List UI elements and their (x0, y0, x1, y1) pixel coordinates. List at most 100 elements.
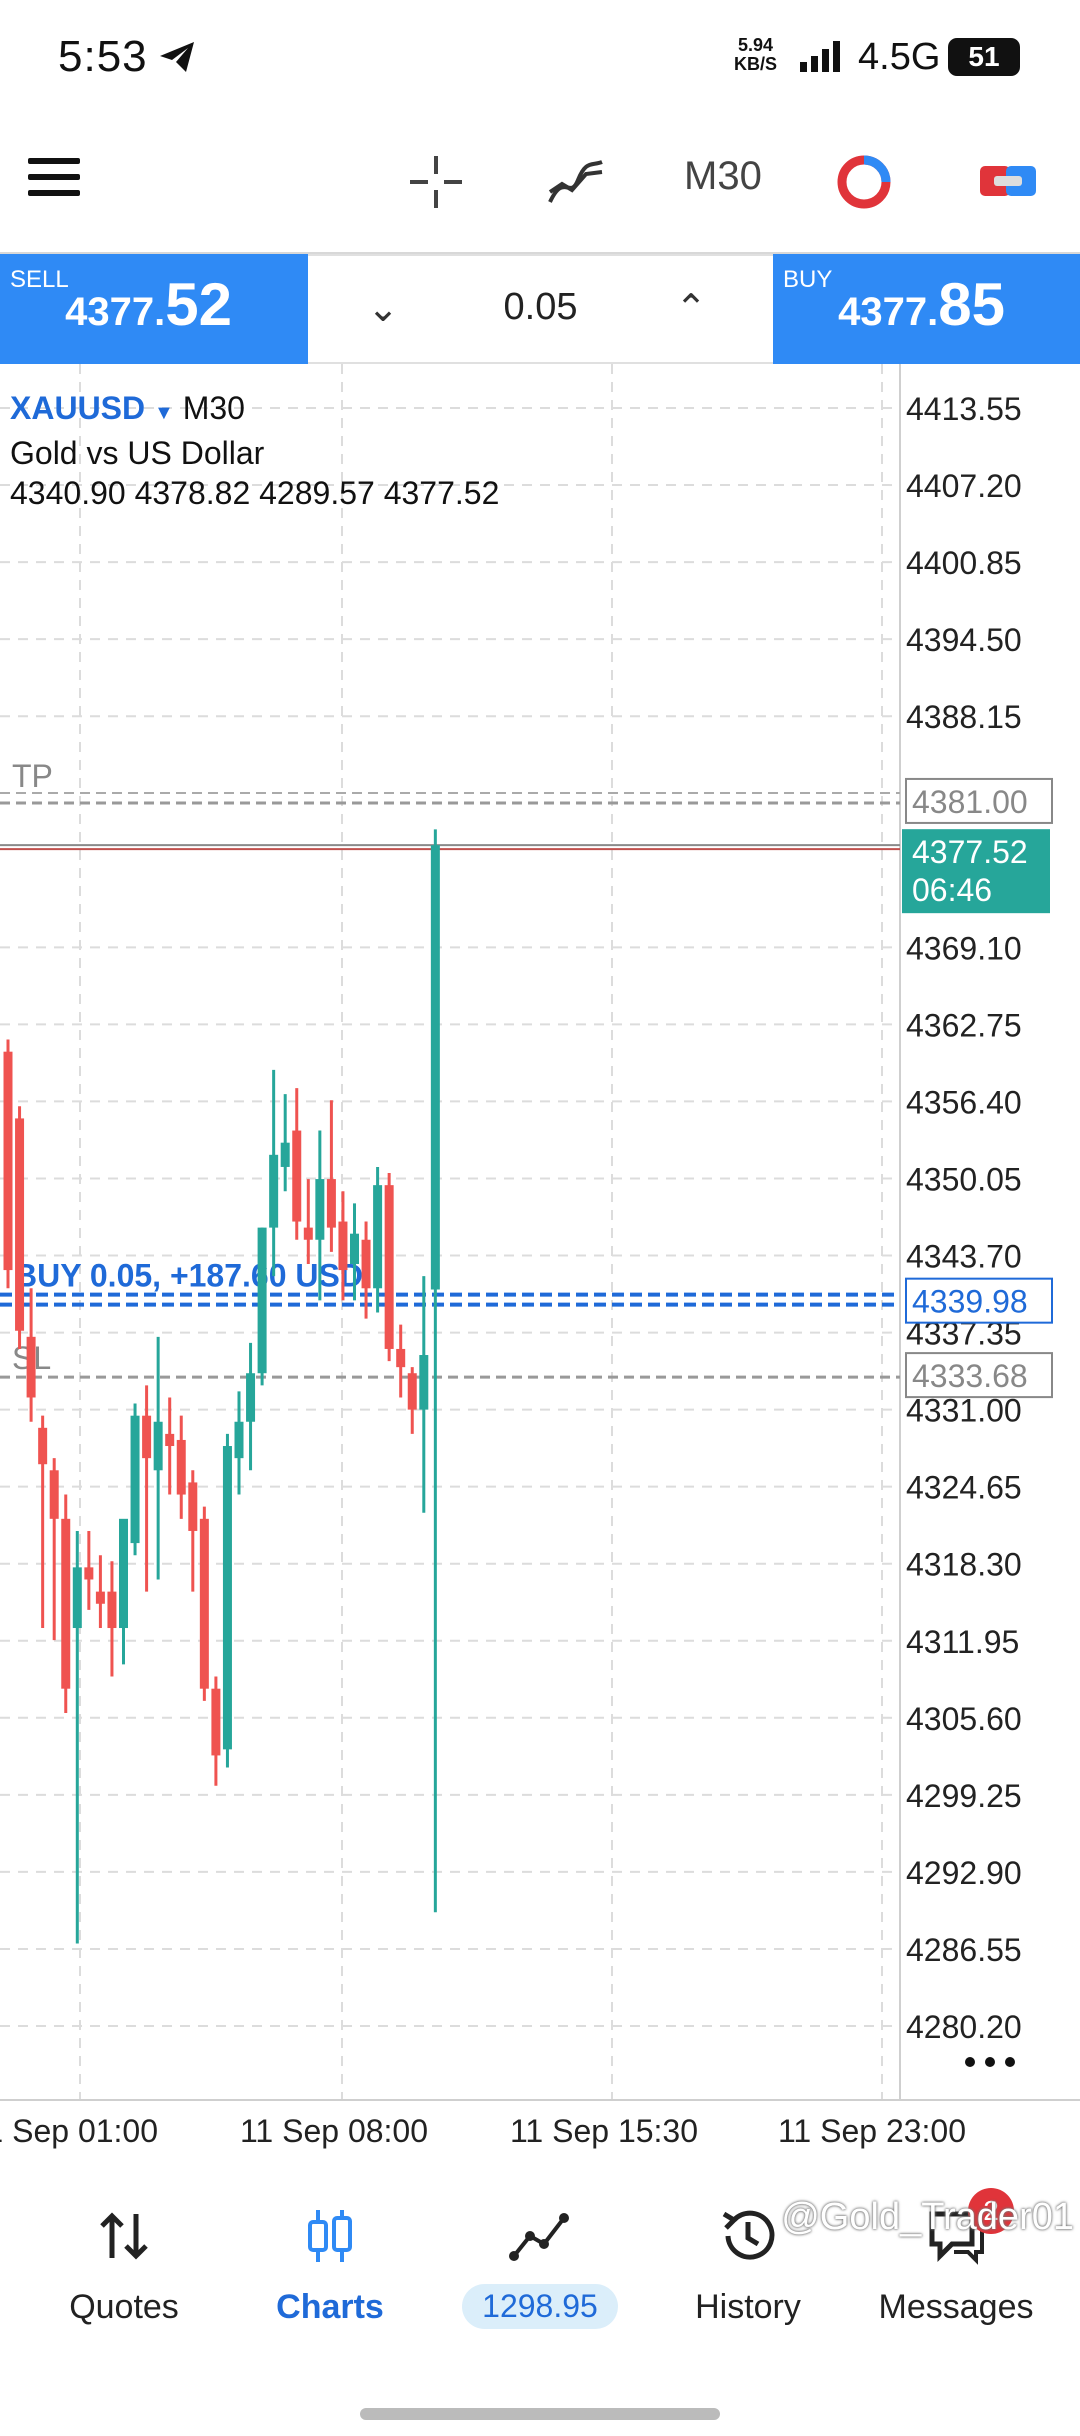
order-label: BUY 0.05, +187.60 USD (14, 1258, 363, 1294)
nav-quotes-label: Quotes (69, 2288, 179, 2326)
candle-body (430, 845, 440, 1290)
candle-body (188, 1482, 198, 1531)
more-icon[interactable] (965, 2057, 975, 2067)
lot-input[interactable]: 0.05 (503, 286, 578, 328)
speed-value: 5.94 (737, 35, 774, 55)
candle-body (142, 1415, 152, 1459)
candle-body (246, 1373, 256, 1422)
y-tick-label: 4292.90 (906, 1855, 1022, 1891)
candle-body (95, 1591, 105, 1604)
speed-unit: KB/S (734, 54, 778, 74)
chart-info: XAUUSD ▼ M30 Gold vs US Dollar 4340.90 4… (10, 388, 499, 513)
watermark: @Gold_Trader01 (781, 2196, 1074, 2238)
y-tick-label: 4318.30 (906, 1547, 1022, 1583)
ohlc-values: 4340.90 4378.82 4289.57 4377.52 (10, 475, 500, 511)
quotes-icon (100, 2212, 148, 2260)
candle-body (396, 1348, 406, 1368)
candle-body (303, 1227, 313, 1240)
candle-countdown: 06:46 (912, 872, 992, 908)
nav-charts[interactable]: Charts (230, 2204, 430, 2327)
y-tick-label: 4362.75 (906, 1007, 1022, 1043)
nav-quotes[interactable]: Quotes (24, 2204, 224, 2327)
symbol-description: Gold vs US Dollar (10, 435, 265, 471)
y-tick-label: 4350.05 (906, 1161, 1022, 1197)
crosshair-icon[interactable] (406, 152, 466, 212)
home-indicator[interactable] (360, 2408, 720, 2420)
candle-body (153, 1421, 163, 1471)
more-icon[interactable] (1005, 2057, 1015, 2067)
candle-body (72, 1567, 82, 1629)
telegram-icon (160, 42, 194, 72)
candle-body (361, 1239, 371, 1289)
candle-body (326, 1179, 336, 1228)
tp-label: TP (12, 758, 53, 794)
symbol-name[interactable]: XAUUSD (10, 390, 146, 426)
y-tick-label: 4400.85 (906, 545, 1022, 581)
symbol-dropdown-icon[interactable]: ▼ (154, 402, 174, 424)
charts-icon (308, 2210, 352, 2262)
trade-icon[interactable] (834, 152, 894, 212)
y-tick-label: 4369.10 (906, 930, 1022, 966)
signal-icon (800, 41, 840, 72)
candle-body (199, 1518, 209, 1689)
y-tick-label: 4407.20 (906, 468, 1022, 504)
multi-window-icon[interactable] (978, 152, 1038, 212)
nav-history-label: History (695, 2288, 801, 2326)
x-tick-label: 11 Sep 01:00 (0, 2113, 158, 2149)
candle-body (350, 1233, 359, 1265)
candle-body (3, 1051, 13, 1271)
balance-pill: 1298.95 (462, 2284, 618, 2329)
buy-price: 4377.85 (838, 271, 1005, 338)
candle-body (84, 1567, 94, 1580)
lot-increase-button[interactable]: ⌃ (675, 288, 707, 330)
y-tick-label: 4299.25 (906, 1778, 1022, 1814)
nav-history[interactable]: History (648, 2204, 848, 2327)
nav-trade[interactable]: 1298.95 (440, 2204, 640, 2329)
sl-price: 4333.68 (912, 1358, 1028, 1394)
network-speed: 5.94 KB/S (734, 36, 777, 74)
network-type: 4.5G (858, 36, 941, 78)
trade-chart-icon (509, 2213, 569, 2261)
candle-body (234, 1421, 244, 1459)
chart-timeframe: M30 (182, 390, 245, 426)
candle-body (165, 1433, 175, 1447)
sell-label: SELL (10, 266, 69, 293)
y-tick-label: 4394.50 (906, 622, 1022, 658)
y-tick-label: 4311.95 (906, 1624, 1019, 1660)
candle-body (211, 1688, 221, 1756)
sell-button[interactable]: SELL 4377.52 (0, 254, 308, 364)
candle-body (38, 1427, 48, 1465)
tp-price: 4381.00 (912, 784, 1028, 820)
candle-body (407, 1373, 417, 1410)
candle-body (119, 1518, 128, 1629)
history-icon (722, 2210, 775, 2260)
bottom-navigation: Quotes Charts 1298.95 History 2 (0, 2164, 1080, 2436)
status-bar: 5:53 5.94 KB/S 4.5G 51 (0, 0, 1080, 118)
x-tick-label: 11 Sep 15:30 (510, 2113, 698, 2149)
lot-decrease-button[interactable]: ⌄ (367, 288, 399, 330)
y-tick-label: 4413.55 (906, 391, 1022, 427)
status-time: 5:53 (58, 32, 148, 81)
candle-body (61, 1518, 71, 1689)
candle-body (280, 1142, 290, 1167)
price-chart[interactable]: 4413.55 4407.20 4400.85 4394.50 4388.15 4369.… (0, 364, 1080, 2164)
y-tick-label: 4324.65 (906, 1470, 1022, 1506)
indicators-icon[interactable] (546, 152, 606, 212)
tp-price-box (905, 777, 1053, 824)
timeframe-button[interactable]: M30 (684, 154, 762, 198)
y-tick-label: 4331.00 (906, 1393, 1022, 1429)
nav-messages-label: Messages (878, 2288, 1034, 2326)
y-tick-label: 4356.40 (906, 1084, 1022, 1120)
sell-price: 4377.52 (65, 271, 232, 338)
y-tick-label: 4388.15 (906, 699, 1022, 735)
buy-button[interactable]: BUY 4377.85 (773, 254, 1080, 364)
nav-messages[interactable]: 2 Messages (856, 2188, 1056, 2327)
candle-body (49, 1470, 59, 1519)
more-icon[interactable] (985, 2057, 995, 2067)
menu-icon[interactable] (28, 158, 80, 202)
messages-badge: 2 (968, 2188, 1014, 2234)
candle-body (315, 1179, 325, 1240)
candle-body (257, 1227, 267, 1374)
candle-body (269, 1154, 279, 1228)
candle-body (130, 1415, 140, 1544)
